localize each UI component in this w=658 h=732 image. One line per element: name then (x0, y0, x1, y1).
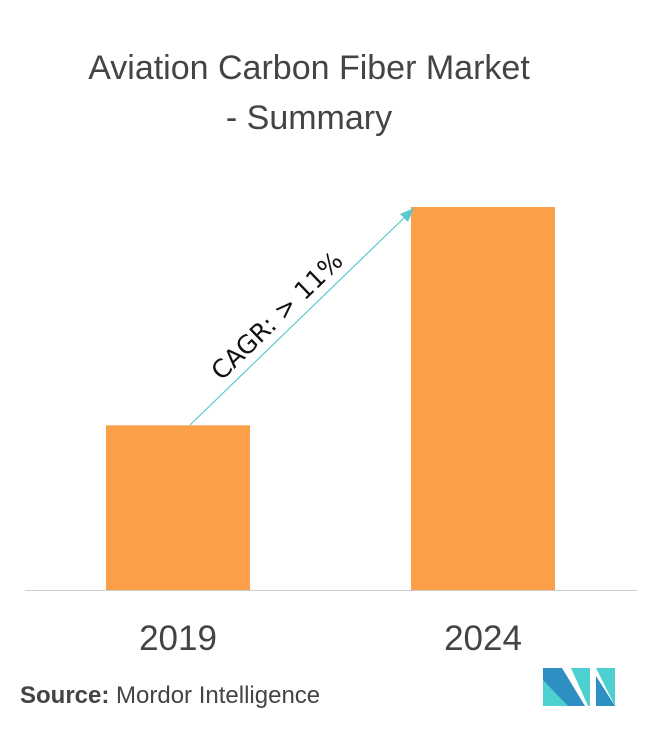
bar-2024 (411, 207, 555, 590)
chart-title-line1: Aviation Carbon Fiber Market (88, 49, 530, 87)
cagr-annotation: CAGR: > 11% (206, 246, 349, 386)
bar-2019 (106, 425, 250, 590)
x-tick-label: 2019 (139, 619, 217, 658)
source-text: Source: Mordor Intelligence (20, 682, 320, 710)
x-tick-label: 2024 (444, 619, 522, 658)
source-label: Source: (20, 682, 110, 709)
source-value: Mordor Intelligence (116, 682, 321, 709)
chart-title-line2: - Summary (225, 99, 393, 137)
cagr-arrow-line (189, 214, 408, 426)
cagr-arrow-head (400, 208, 414, 222)
